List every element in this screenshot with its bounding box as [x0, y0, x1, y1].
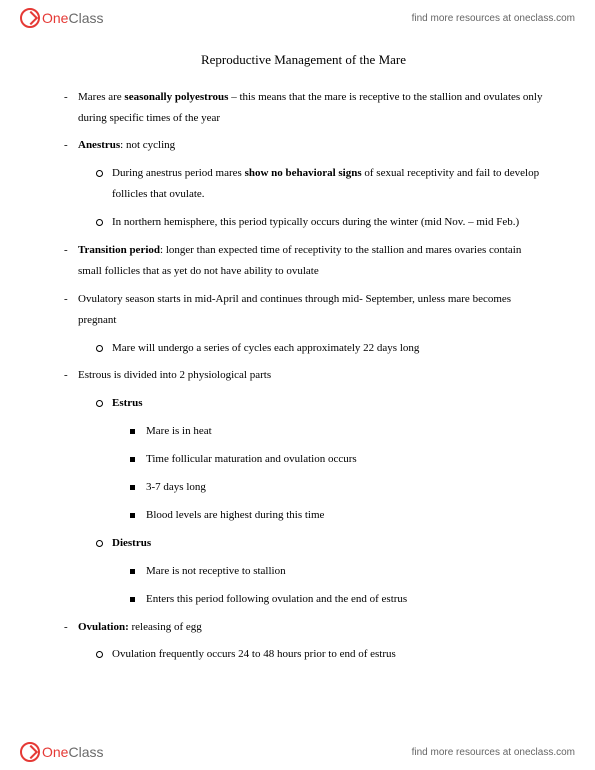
list-item: In northern hemisphere, this period typi…	[60, 212, 547, 233]
list-item: Ovulation frequently occurs 24 to 48 hou…	[60, 644, 547, 665]
list-item: Blood levels are highest during this tim…	[60, 505, 547, 526]
list-item: Estrous is divided into 2 physiological …	[60, 365, 547, 386]
document-body: Reproductive Management of the Mare Mare…	[60, 48, 547, 730]
list-item: Mare is not receptive to stallion	[60, 561, 547, 582]
list-item: During anestrus period mares show no beh…	[60, 163, 547, 205]
list-item: Time follicular maturation and ovulation…	[60, 449, 547, 470]
list-item: Enters this period following ovulation a…	[60, 589, 547, 610]
logo-footer[interactable]: OneClass	[20, 742, 103, 762]
list-item: Transition period: longer than expected …	[60, 240, 547, 282]
oneclass-logo-icon	[20, 742, 40, 762]
list-item: Mares are seasonally polyestrous – this …	[60, 87, 547, 129]
notes-list: Mares are seasonally polyestrous – this …	[60, 87, 547, 666]
list-item: Anestrus: not cycling	[60, 135, 547, 156]
resources-link-bottom[interactable]: find more resources at oneclass.com	[412, 747, 575, 758]
logo-text: OneClass	[42, 10, 103, 26]
header: OneClass find more resources at oneclass…	[0, 0, 595, 36]
list-item: 3-7 days long	[60, 477, 547, 498]
oneclass-logo-icon	[20, 8, 40, 28]
footer: OneClass find more resources at oneclass…	[0, 734, 595, 770]
list-item: Estrus	[60, 393, 547, 414]
logo-text: OneClass	[42, 744, 103, 760]
list-item: Ovulatory season starts in mid-April and…	[60, 289, 547, 331]
list-item: Mare is in heat	[60, 421, 547, 442]
list-item: Diestrus	[60, 533, 547, 554]
list-item: Mare will undergo a series of cycles eac…	[60, 338, 547, 359]
list-item: Ovulation: releasing of egg	[60, 617, 547, 638]
logo[interactable]: OneClass	[20, 8, 103, 28]
page-title: Reproductive Management of the Mare	[60, 48, 547, 73]
resources-link-top[interactable]: find more resources at oneclass.com	[412, 13, 575, 24]
